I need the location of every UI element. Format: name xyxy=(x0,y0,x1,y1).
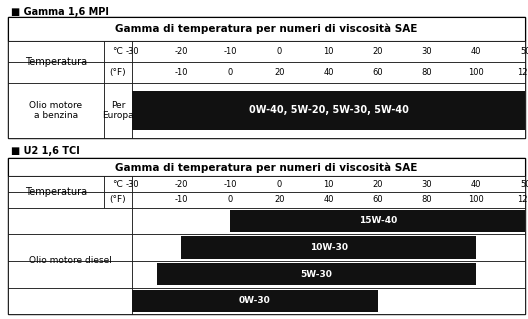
Bar xyxy=(132,192,525,208)
Bar xyxy=(230,210,525,232)
Text: 5W-30: 5W-30 xyxy=(300,270,333,279)
Text: 20: 20 xyxy=(275,68,285,77)
Text: -10: -10 xyxy=(224,47,237,56)
Text: Gamma di temperatura per numeri di viscosità SAE: Gamma di temperatura per numeri di visco… xyxy=(116,162,418,173)
Text: Gamma di temperatura per numeri di viscosità SAE: Gamma di temperatura per numeri di visco… xyxy=(116,24,418,34)
Text: 30: 30 xyxy=(422,47,432,56)
Bar xyxy=(157,263,476,286)
Text: 60: 60 xyxy=(373,195,383,204)
Bar xyxy=(8,176,103,192)
Text: 40: 40 xyxy=(471,47,482,56)
Text: 40: 40 xyxy=(471,180,482,189)
Text: 50: 50 xyxy=(520,47,528,56)
Text: 120: 120 xyxy=(517,195,528,204)
Text: ■ Gamma 1,6 MPI: ■ Gamma 1,6 MPI xyxy=(11,7,108,17)
Bar xyxy=(103,83,132,138)
Text: 10: 10 xyxy=(324,47,334,56)
Bar xyxy=(103,62,132,83)
Text: 0: 0 xyxy=(277,47,282,56)
Bar xyxy=(103,41,132,62)
Text: 30: 30 xyxy=(422,180,432,189)
Text: 40: 40 xyxy=(324,68,334,77)
Text: 100: 100 xyxy=(468,195,484,204)
Bar xyxy=(181,236,476,259)
Text: (°F): (°F) xyxy=(110,195,126,204)
Bar xyxy=(8,83,103,138)
Text: Olio motore
a benzina: Olio motore a benzina xyxy=(29,101,82,120)
Bar xyxy=(8,234,132,261)
Bar xyxy=(8,17,525,41)
Bar xyxy=(132,62,525,83)
Text: 120: 120 xyxy=(517,68,528,77)
Text: ■ U2 1,6 TCI: ■ U2 1,6 TCI xyxy=(11,146,79,156)
Text: 20: 20 xyxy=(373,180,383,189)
Text: Olio motore diesel: Olio motore diesel xyxy=(29,256,111,265)
Bar xyxy=(132,208,525,234)
Text: 50: 50 xyxy=(520,180,528,189)
Text: 80: 80 xyxy=(422,68,432,77)
Text: -10: -10 xyxy=(224,180,237,189)
Bar xyxy=(132,234,525,261)
Text: 0: 0 xyxy=(228,68,233,77)
Bar xyxy=(132,83,525,138)
Text: 0W-30: 0W-30 xyxy=(239,296,271,305)
Bar xyxy=(132,176,525,192)
Text: 20: 20 xyxy=(373,47,383,56)
Text: -10: -10 xyxy=(175,68,188,77)
Text: -20: -20 xyxy=(175,47,188,56)
Text: 80: 80 xyxy=(422,195,432,204)
Bar xyxy=(8,62,103,83)
Text: 0W-40, 5W-20, 5W-30, 5W-40: 0W-40, 5W-20, 5W-30, 5W-40 xyxy=(249,106,409,115)
Text: 20: 20 xyxy=(275,195,285,204)
Text: °C: °C xyxy=(112,47,123,56)
Text: (°F): (°F) xyxy=(110,68,126,77)
Text: -30: -30 xyxy=(125,180,139,189)
Bar xyxy=(132,287,525,314)
Text: -20: -20 xyxy=(175,180,188,189)
Text: Per
Europa: Per Europa xyxy=(102,101,134,120)
Bar xyxy=(8,208,132,234)
Text: 0: 0 xyxy=(228,195,233,204)
Text: 40: 40 xyxy=(324,195,334,204)
Bar xyxy=(8,287,132,314)
Text: -30: -30 xyxy=(125,47,139,56)
Bar xyxy=(132,290,378,312)
Bar xyxy=(8,192,103,208)
Bar xyxy=(103,176,132,192)
Bar xyxy=(8,41,103,62)
Text: Temperatura: Temperatura xyxy=(25,187,87,197)
Bar xyxy=(8,159,525,176)
Bar xyxy=(132,41,525,62)
Bar xyxy=(132,91,525,130)
Text: 15W-40: 15W-40 xyxy=(359,216,397,225)
Text: 60: 60 xyxy=(373,68,383,77)
Text: -10: -10 xyxy=(175,195,188,204)
Text: 10W-30: 10W-30 xyxy=(310,243,348,252)
Bar xyxy=(8,261,132,287)
Text: Temperatura: Temperatura xyxy=(25,57,87,67)
Bar xyxy=(103,192,132,208)
Bar xyxy=(132,261,525,287)
Text: °C: °C xyxy=(112,180,123,189)
Text: 100: 100 xyxy=(468,68,484,77)
Text: 10: 10 xyxy=(324,180,334,189)
Text: 0: 0 xyxy=(277,180,282,189)
